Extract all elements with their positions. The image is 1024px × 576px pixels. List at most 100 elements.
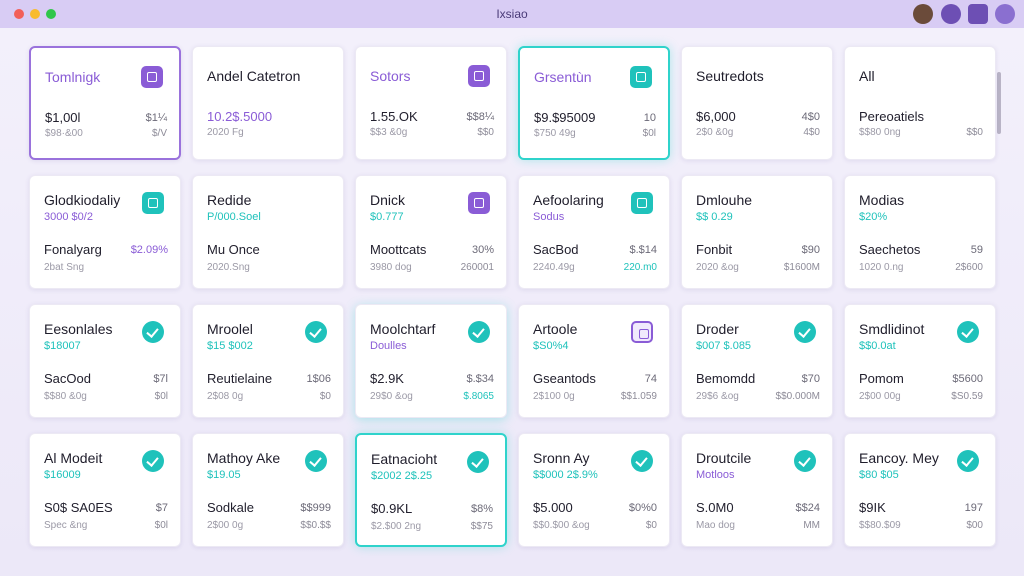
card-note: $$80 0ng <box>859 127 901 138</box>
card-subtitle: $$ 0.29 <box>696 211 733 223</box>
card-value: $9IK <box>859 500 886 515</box>
card-note: 29$0 &og <box>370 391 413 402</box>
card-title: Redide <box>207 192 252 208</box>
maximize-button[interactable] <box>46 9 56 19</box>
card-icon[interactable] <box>142 450 164 472</box>
check-mark <box>471 455 484 468</box>
card-value: Reutielaine <box>207 371 273 386</box>
card-note-right: $$0.$$ <box>300 520 331 531</box>
card-value: SacBod <box>533 242 579 257</box>
close-button[interactable] <box>14 9 24 19</box>
card-title: Aefoolaring <box>533 192 604 208</box>
card-subtitle: Sodus <box>533 211 565 223</box>
card[interactable]: Sotors 1.55.OK $$8¼ $$3 &0g $$0 <box>355 46 507 160</box>
card[interactable]: Artoole $S0%4 Gseantods 74 2$100 0g $$1.059 <box>518 304 670 418</box>
card-icon[interactable] <box>468 65 490 87</box>
card-note-right: $0l <box>154 520 168 531</box>
card[interactable]: Modias $20% Saechetos 59 1020 0.ng 2$600 <box>844 175 996 289</box>
card[interactable]: Dnick $0.777 Moottcats 30% 3980 dog 260001 <box>355 175 507 289</box>
card-note: 2$0 &0g <box>696 127 734 138</box>
card-icon[interactable] <box>305 450 327 472</box>
card[interactable]: Eancoy. Mey $80 $05 $9IK 197 $$80.$09 $00 <box>844 433 996 547</box>
card-icon[interactable] <box>631 192 653 214</box>
card[interactable]: Al Modeit $16009 S0$ SA0ES $7 Spec &ng $0l <box>29 433 181 547</box>
card-value-right: $.$34 <box>466 373 494 385</box>
card-title: Artoole <box>533 321 578 337</box>
card-value-right: $.$14 <box>629 244 657 256</box>
card-value-right: $$8¼ <box>466 111 494 123</box>
card[interactable]: Mathoy Ake $19.05 Sodkale $$999 2$00 0g $$0.$… <box>192 433 344 547</box>
card-icon[interactable] <box>305 321 327 343</box>
card-icon[interactable] <box>957 450 979 472</box>
card[interactable]: Redide P/000.Soel Mu Once 2020.Sng <box>192 175 344 289</box>
card-subtitle: $20% <box>859 211 888 223</box>
card-title: Glodkiodaliy <box>44 192 121 208</box>
card[interactable]: Glodkiodaliy 3000 $0/2 Fonalyarg $2.09% 2bat… <box>29 175 181 289</box>
scrollbar[interactable] <box>997 72 1001 134</box>
icon-glyph <box>147 72 157 82</box>
card-icon[interactable] <box>794 450 816 472</box>
card-title: Al Modeit <box>44 450 103 466</box>
card-icon[interactable] <box>142 321 164 343</box>
card[interactable]: Andel Catetron 10.2$.5000 2020 Fg <box>192 46 344 160</box>
card[interactable]: Smdlidinot $$0.0at Pomom $5600 2$00 00g $S0.5… <box>844 304 996 418</box>
card[interactable]: Eatnacioht $2002 2$.25 $0.9KL $8% $2.$00 2ng… <box>355 433 507 547</box>
card[interactable]: Eesonlales $18007 SacOod $7l $$80 &0g $0l <box>29 304 181 418</box>
card-note: 2$00 0g <box>207 520 244 531</box>
card-note-right: 260001 <box>460 262 494 273</box>
card[interactable]: Aefoolaring Sodus SacBod $.$14 2240.49g 220.m… <box>518 175 670 289</box>
card[interactable]: Dmlouhe $$ 0.29 Fonbit $90 2020 &og $1600M <box>681 175 833 289</box>
card[interactable]: Grsentùn $9.$95009 10 $750 49g $0l <box>518 46 670 160</box>
card-value: Moottcats <box>370 242 427 257</box>
card-title: Droder <box>696 321 739 337</box>
card[interactable]: Seutredots $6,000 4$0 2$0 &0g 4$0 <box>681 46 833 160</box>
card-icon[interactable] <box>957 321 979 343</box>
card-icon[interactable] <box>467 451 489 473</box>
card-value-right: $90 <box>801 244 820 256</box>
card-title: Modias <box>859 192 905 208</box>
card-icon[interactable] <box>631 321 653 343</box>
toolbar-icon[interactable] <box>995 4 1015 24</box>
card-note: $$3 &0g <box>370 127 408 138</box>
card-note: Mao dog <box>696 520 735 531</box>
card-icon[interactable] <box>142 192 164 214</box>
check-mark <box>146 325 159 338</box>
card-icon[interactable] <box>794 321 816 343</box>
card-icon[interactable] <box>141 66 163 88</box>
card-title: Mroolel <box>207 321 253 337</box>
card-subtitle: $80 $05 <box>859 469 899 481</box>
card[interactable]: Sronn Ay $$000 2$.9% $5.000 $0%0 $$0.$00 &og… <box>518 433 670 547</box>
check-mark <box>309 454 322 467</box>
card-value: 1.55.OK <box>370 109 418 124</box>
card-subtitle: Motloos <box>696 469 735 481</box>
card-icon[interactable] <box>468 192 490 214</box>
card-note-right: MM <box>803 520 820 531</box>
card-title: Mathoy Ake <box>207 450 281 466</box>
toolbar-icon[interactable] <box>941 4 961 24</box>
card-title: Eesonlales <box>44 321 113 337</box>
card-value-right: $1¼ <box>145 112 167 124</box>
card[interactable]: Droder $007 $.085 Bemomdd $70 29$6 &og $$0.00… <box>681 304 833 418</box>
card-note: 2020 &og <box>696 262 739 273</box>
card[interactable]: Droutcile Motloos S.0M0 $$24 Mao dog MM <box>681 433 833 547</box>
card-icon[interactable] <box>630 66 652 88</box>
card[interactable]: Moolchtarf Doulles $2.9K $.$34 29$0 &og $.806… <box>355 304 507 418</box>
card-value-right: 10 <box>643 112 656 124</box>
card-value: Pereoatiels <box>859 109 925 124</box>
minimize-button[interactable] <box>30 9 40 19</box>
card-icon[interactable] <box>468 321 490 343</box>
toolbar-icon[interactable] <box>968 4 988 24</box>
card-icon[interactable] <box>631 450 653 472</box>
card-title: Grsentùn <box>534 69 592 85</box>
check-mark <box>472 325 485 338</box>
card-value-right: 74 <box>644 373 657 385</box>
card[interactable]: All Pereoatiels $$80 0ng $$0 <box>844 46 996 160</box>
card-subtitle: $$000 2$.9% <box>533 469 598 481</box>
card-value: S.0M0 <box>696 500 734 515</box>
card[interactable]: Mroolel $15 $002 Reutielaine 1$06 2$08 0g $0 <box>192 304 344 418</box>
card-value: Gseantods <box>533 371 596 386</box>
card-value-right: $0%0 <box>628 502 657 514</box>
card[interactable]: Tomlnigk $1,00l $1¼ $98·&00 $/V <box>29 46 181 160</box>
card-value: SacOod <box>44 371 91 386</box>
avatar[interactable] <box>913 4 933 24</box>
